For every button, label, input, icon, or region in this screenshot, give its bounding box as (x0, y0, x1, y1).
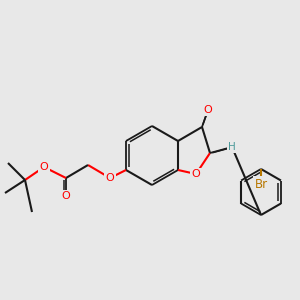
Text: O: O (204, 105, 212, 115)
Text: O: O (106, 173, 114, 183)
Text: O: O (40, 162, 48, 172)
Text: Br: Br (254, 178, 268, 190)
Text: O: O (61, 191, 70, 201)
Text: O: O (192, 169, 200, 179)
Text: H: H (228, 142, 236, 152)
